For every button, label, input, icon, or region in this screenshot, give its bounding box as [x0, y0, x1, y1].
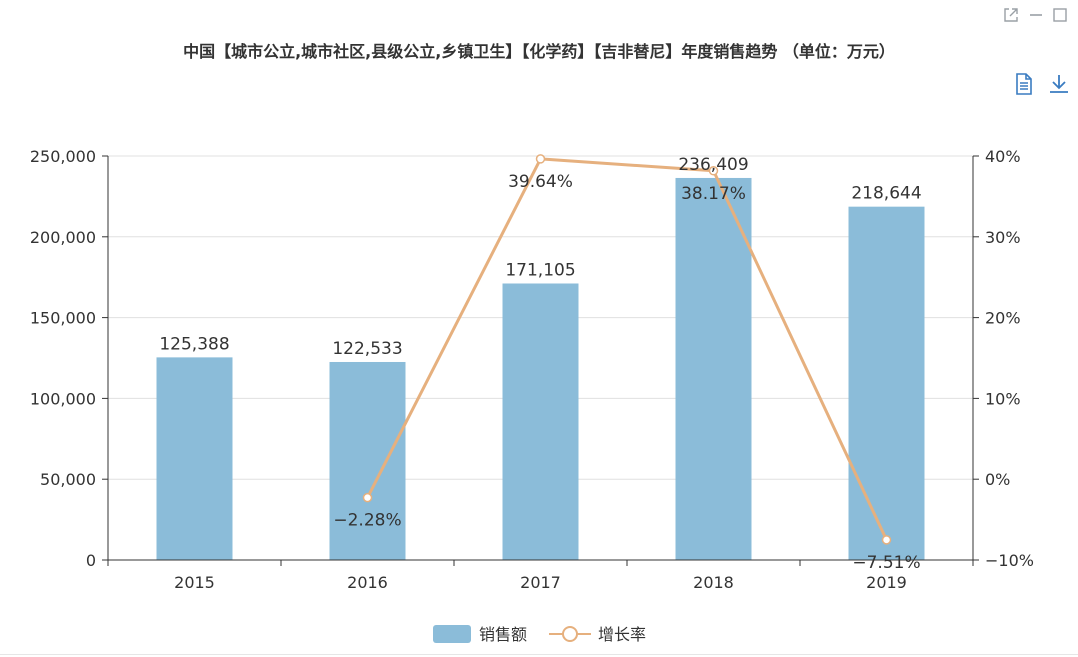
growth-rate-label: 39.64%	[508, 172, 573, 192]
x-axis-tick-label: 2015	[174, 573, 215, 592]
x-axis-tick-label: 2016	[347, 573, 388, 592]
external-link-icon[interactable]	[1002, 6, 1020, 28]
growth-rate-label: −2.28%	[333, 511, 401, 531]
bar-2015[interactable]	[156, 357, 233, 560]
left-axis-tick-label: 100,000	[30, 389, 96, 408]
document-icon[interactable]	[1014, 72, 1034, 100]
legend-line-marker[interactable]	[562, 626, 578, 642]
data-labels: 125,388 122,533 171,105 236,409 218,644 −2.28…	[159, 155, 921, 573]
bar-value-label: 218,644	[851, 184, 921, 204]
minimize-icon[interactable]	[1028, 6, 1044, 28]
chart-toolbox	[1014, 72, 1070, 100]
right-axis-tick-label: 20%	[985, 309, 1021, 328]
growth-rate-point[interactable]	[535, 154, 546, 164]
growth-rate-label: 38.17%	[681, 184, 746, 204]
bottom-divider	[0, 654, 1078, 655]
bar-2019[interactable]	[848, 206, 925, 560]
right-axis-tick-label: 10%	[985, 389, 1021, 408]
bar-2018[interactable]	[675, 177, 752, 560]
chart-title: 中国【城市公立,城市社区,县级公立,乡镇卫生】【化学药】【吉非替尼】年度销售趋势…	[183, 42, 895, 61]
right-axis-tick-label: 30%	[985, 228, 1021, 247]
left-axis-tick-label: 250,000	[30, 147, 96, 166]
growth-rate-point[interactable]	[708, 166, 719, 176]
right-axis-tick-label: −10%	[985, 551, 1034, 570]
right-axis-tick-label: 0%	[985, 470, 1010, 489]
x-axis-tick-label: 2018	[693, 573, 734, 592]
axes: 0 −10% 50,000 0% 100,000 10% 150,000 20% 200,000…	[30, 147, 1034, 592]
legend[interactable]: 销售额 增长率	[433, 625, 646, 644]
growth-rate-point[interactable]	[362, 492, 373, 503]
growth-rate-line	[366, 157, 888, 541]
bar-2016[interactable]	[329, 361, 406, 560]
line-series	[362, 154, 892, 545]
left-axis-tick-label: 0	[86, 551, 96, 570]
x-axis-tick-label: 2017	[520, 573, 561, 592]
bar-value-label: 236,409	[678, 155, 748, 175]
maximize-icon[interactable]	[1052, 6, 1068, 28]
bar-2017[interactable]	[502, 283, 579, 560]
bar-series	[156, 177, 925, 560]
right-axis-tick-label: 40%	[985, 147, 1021, 166]
growth-rate-point[interactable]	[881, 535, 892, 545]
bar-value-label: 125,388	[159, 334, 229, 354]
left-axis-tick-label: 200,000	[30, 228, 96, 247]
legend-line-label[interactable]: 增长率	[598, 625, 646, 644]
legend-bar-label[interactable]: 销售额	[479, 625, 527, 644]
left-axis-tick-label: 150,000	[30, 309, 96, 328]
left-axis-tick-label: 50,000	[40, 470, 96, 489]
bar-value-label: 122,533	[332, 339, 402, 359]
bar-value-label: 171,105	[505, 260, 575, 280]
growth-rate-label: −7.51%	[852, 553, 920, 573]
legend-bar-swatch[interactable]	[433, 625, 471, 643]
x-axis-tick-label: 2019	[866, 573, 907, 592]
download-icon[interactable]	[1048, 72, 1070, 100]
window-controls	[1002, 6, 1068, 28]
